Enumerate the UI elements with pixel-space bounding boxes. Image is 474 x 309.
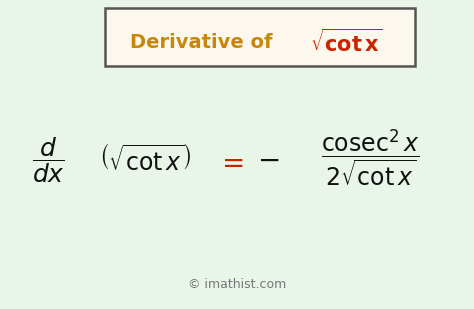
Text: $-$: $-$ (257, 146, 279, 174)
FancyBboxPatch shape (105, 8, 415, 66)
Text: $\left(\sqrt{\mathrm{cot}\,x}\right)$: $\left(\sqrt{\mathrm{cot}\,x}\right)$ (99, 144, 191, 176)
Text: $\dfrac{d}{dx}$: $\dfrac{d}{dx}$ (32, 135, 64, 185)
Text: Derivative of: Derivative of (130, 32, 273, 52)
Text: $\dfrac{\mathrm{cosec}^2\,x}{2\sqrt{\mathrm{cot}\,x}}$: $\dfrac{\mathrm{cosec}^2\,x}{2\sqrt{\mat… (320, 127, 419, 188)
Text: © imathist.com: © imathist.com (188, 278, 286, 291)
Text: $\sqrt{\bf{cot\,x}}$: $\sqrt{\bf{cot\,x}}$ (310, 28, 383, 56)
Text: $=$: $=$ (216, 148, 244, 176)
